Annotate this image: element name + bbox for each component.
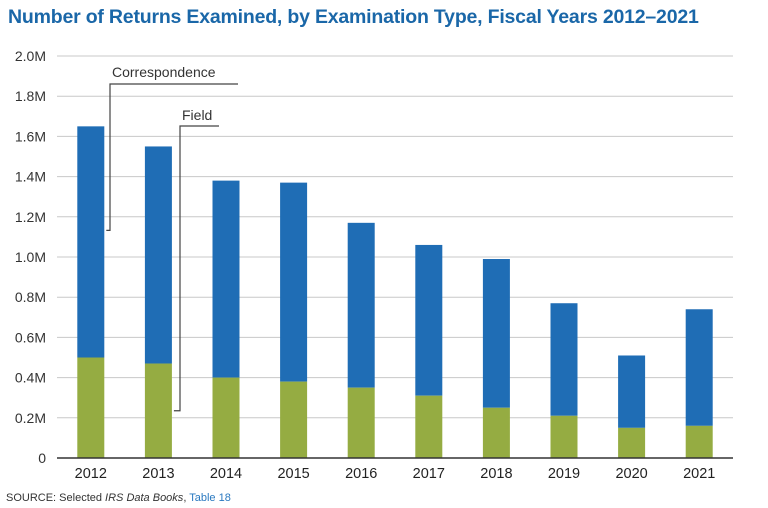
bar-correspondence <box>347 222 375 388</box>
y-tick-label: 0.2M <box>15 410 46 426</box>
bar-field <box>685 425 713 458</box>
bar-field <box>415 395 443 458</box>
source-prefix: SOURCE: Selected <box>6 492 106 504</box>
bar-field <box>482 407 510 458</box>
y-tick-label: 2.0M <box>15 48 46 64</box>
bar-field <box>280 381 308 458</box>
source-sep: , <box>183 492 190 504</box>
y-tick-label: 1.8M <box>15 88 46 104</box>
bar-field <box>144 363 172 458</box>
chart-title: Number of Returns Examined, by Examinati… <box>8 6 699 28</box>
bar-correspondence <box>415 244 443 396</box>
x-tick-label: 2016 <box>345 466 377 482</box>
y-tick-label: 1.6M <box>15 128 46 144</box>
x-tick-label: 2021 <box>683 466 715 482</box>
bar-correspondence <box>280 182 308 382</box>
y-tick-label: 1.4M <box>15 169 46 185</box>
x-tick-label: 2017 <box>413 466 445 482</box>
bar-field <box>550 415 578 458</box>
y-tick-label: 1.2M <box>15 209 46 225</box>
x-tick-label: 2013 <box>142 466 174 482</box>
bar-field <box>212 377 240 458</box>
bar-field <box>347 387 375 458</box>
bar-field <box>77 357 105 458</box>
legend-correspondence-label: Correspondence <box>112 64 216 80</box>
field-callout-line <box>173 125 219 412</box>
bar-correspondence <box>550 303 578 416</box>
source-note: SOURCE: Selected IRS Data Books, Table 1… <box>6 492 231 504</box>
y-tick-label: 1.0M <box>15 249 46 265</box>
correspondence-callout-line <box>106 83 238 231</box>
bar-correspondence <box>212 180 240 378</box>
y-tick-label: 0.4M <box>15 370 46 386</box>
y-tick-label: 0 <box>38 450 46 466</box>
x-tick-label: 2012 <box>75 466 107 482</box>
source-link[interactable]: Table 18 <box>189 492 231 504</box>
bar-correspondence <box>77 126 105 358</box>
bar-correspondence <box>482 259 510 408</box>
y-tick-label: 0.8M <box>15 289 46 305</box>
legend-field-label: Field <box>182 107 212 123</box>
bar-correspondence <box>144 146 172 364</box>
x-tick-label: 2014 <box>210 466 242 482</box>
x-tick-label: 2020 <box>615 466 647 482</box>
bar-field <box>618 427 646 458</box>
bar-correspondence <box>618 355 646 428</box>
x-tick-label: 2019 <box>548 466 580 482</box>
x-tick-label: 2018 <box>480 466 512 482</box>
y-tick-label: 0.6M <box>15 329 46 345</box>
x-tick-label: 2015 <box>277 466 309 482</box>
bar-correspondence <box>685 309 713 426</box>
source-italic: IRS Data Books <box>105 492 184 504</box>
